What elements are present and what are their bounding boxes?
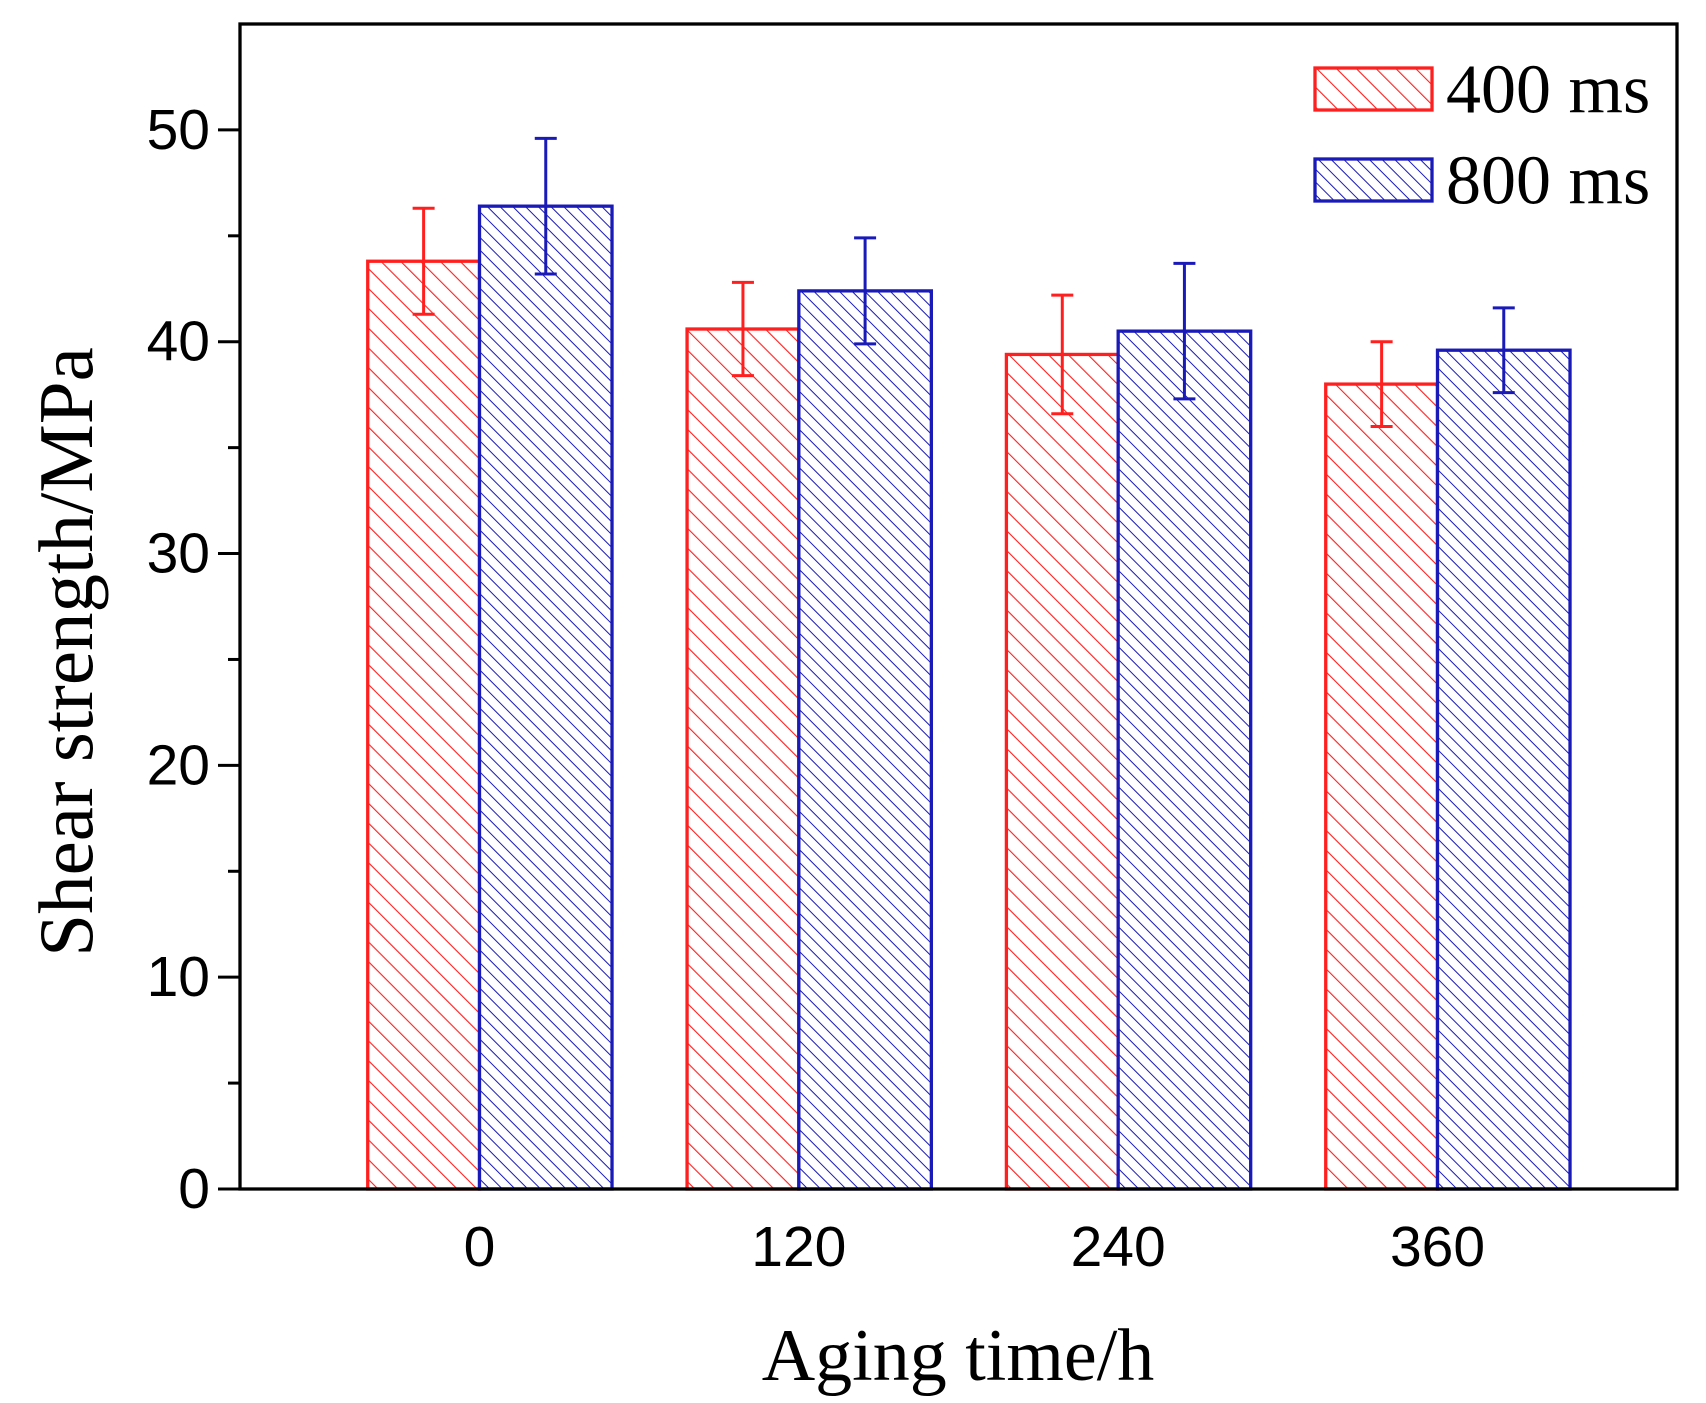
error-bars-layer	[412, 136, 1515, 428]
error-bar-800-ms-360	[1492, 306, 1515, 395]
bar-400-ms-360	[1324, 382, 1440, 1191]
bars-layer	[366, 204, 1572, 1191]
error-bar-400-ms-360	[1370, 340, 1393, 428]
x-tick-label-360: 360	[1390, 1215, 1485, 1279]
error-bar-800-ms-0	[534, 136, 557, 276]
plot-frame	[238, 22, 1679, 1191]
axes-layer: 0 10 20 30 40 50 0 120 240 360	[147, 22, 1679, 1279]
bar-800-ms-240	[1116, 329, 1253, 1191]
bar-400-ms-120	[685, 327, 801, 1191]
y-tick-label-0: 0	[178, 1157, 210, 1221]
x-tick-label-120: 120	[751, 1215, 846, 1279]
y-tick-label-50: 50	[147, 98, 210, 162]
y-axis-label: Shear strength/MPa	[23, 347, 109, 957]
legend-label-800-ms: 800 ms	[1446, 143, 1650, 220]
x-tick-label-240: 240	[1071, 1215, 1166, 1279]
error-bar-400-ms-0	[412, 206, 435, 316]
x-tick-label-0: 0	[464, 1215, 496, 1279]
legend: 400 ms 800 ms	[1313, 52, 1650, 220]
bar-400-ms-0	[366, 259, 482, 1191]
legend-swatch-800-ms	[1313, 157, 1434, 203]
error-bar-800-ms-120	[854, 236, 877, 346]
error-bar-800-ms-240	[1173, 261, 1196, 401]
x-axis-label: Aging time/h	[762, 1315, 1155, 1397]
y-tick-label-40: 40	[147, 310, 210, 374]
bar-800-ms-120	[797, 289, 934, 1191]
y-tick-label-20: 20	[147, 733, 210, 797]
error-bar-400-ms-240	[1051, 293, 1074, 416]
y-tick-label-10: 10	[147, 945, 210, 1009]
bar-400-ms-240	[1004, 352, 1120, 1191]
legend-swatch-400-ms	[1313, 66, 1434, 112]
error-bar-400-ms-120	[731, 280, 754, 378]
bar-800-ms-360	[1435, 348, 1572, 1191]
y-tick-label-30: 30	[147, 522, 210, 586]
bar-800-ms-0	[477, 204, 614, 1191]
legend-label-400-ms: 400 ms	[1446, 52, 1650, 129]
